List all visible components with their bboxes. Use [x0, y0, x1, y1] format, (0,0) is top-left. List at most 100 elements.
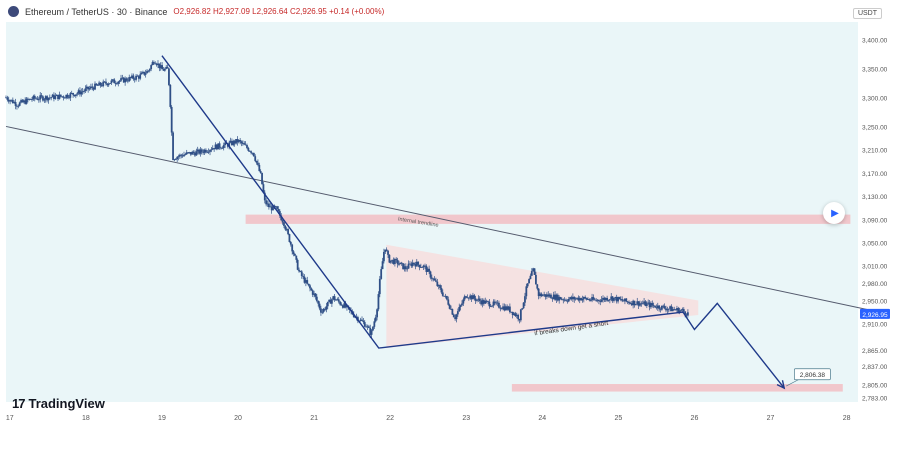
candle-body	[447, 299, 450, 305]
candle-body	[372, 326, 374, 331]
candle-body	[676, 308, 678, 311]
candle-body	[430, 277, 433, 279]
candle-body	[573, 296, 576, 300]
candle-body	[237, 140, 240, 143]
candle-body	[687, 312, 689, 316]
currency-label[interactable]: USDT	[852, 8, 882, 19]
candle-body	[339, 301, 342, 305]
candle-body	[366, 326, 369, 328]
candle-body	[278, 211, 281, 216]
target-label-box	[794, 368, 831, 381]
candle-body	[469, 295, 472, 299]
candle-body	[632, 300, 635, 306]
candle-body	[155, 63, 158, 66]
candle-body	[240, 141, 243, 144]
candle-body	[222, 145, 225, 149]
y-tick-label: 3,170.00	[862, 171, 888, 178]
candle-body	[198, 149, 200, 154]
candle-body	[287, 229, 289, 235]
candle-body	[113, 79, 116, 84]
tradingview-mark-icon: 17	[12, 396, 26, 411]
candle-body	[539, 293, 541, 297]
candle-body	[680, 310, 682, 311]
candle-body	[624, 298, 626, 302]
candle-body	[68, 97, 70, 99]
candle-body	[321, 311, 324, 313]
candle-body	[255, 160, 258, 163]
candle-body	[178, 154, 181, 157]
candle-body	[563, 299, 566, 301]
candle-body	[70, 93, 73, 94]
candle-body	[325, 306, 328, 310]
candle-body	[380, 269, 383, 279]
y-tick-label: 2,805.00	[862, 383, 888, 390]
candle-body	[159, 65, 162, 69]
candle-body	[604, 297, 607, 301]
candle-body	[228, 142, 231, 147]
candle-body	[77, 90, 80, 94]
candle-body	[148, 69, 151, 71]
y-tick-label: 3,400.00	[862, 37, 888, 44]
candle-body	[425, 265, 428, 272]
candle-body	[241, 143, 244, 144]
candle-body	[673, 309, 676, 310]
candle-body	[13, 102, 16, 104]
candle-body	[89, 86, 92, 89]
candle-body	[455, 314, 458, 320]
candle-body	[324, 308, 326, 310]
candle-body	[602, 297, 604, 300]
candle-body	[422, 265, 425, 268]
candle-body	[569, 297, 572, 300]
candle-body	[262, 184, 265, 193]
candle-body	[32, 95, 35, 100]
plot-background	[6, 22, 858, 402]
candle-body	[232, 140, 235, 145]
candle-body	[47, 97, 50, 101]
candle-body	[276, 206, 279, 209]
candle-body	[117, 81, 120, 84]
candle-body	[514, 313, 517, 317]
candle-body	[363, 322, 366, 327]
candle-body	[500, 308, 503, 310]
candle-body	[340, 304, 343, 306]
candle-body	[210, 149, 213, 151]
x-tick-label: 23	[462, 415, 470, 422]
candle-body	[244, 144, 247, 146]
candle-body	[233, 140, 236, 144]
candle-body	[17, 105, 20, 107]
candle-body	[183, 154, 185, 157]
candle-body	[294, 254, 296, 256]
candle-body	[399, 262, 402, 265]
candle-body	[628, 301, 630, 304]
candle-body	[263, 192, 266, 201]
candle-body	[503, 306, 506, 311]
candle-body	[122, 77, 125, 83]
y-tick-label: 2,783.00	[862, 395, 888, 402]
candle-body	[565, 299, 567, 301]
candle-body	[328, 299, 331, 302]
x-tick-label: 22	[386, 415, 394, 422]
candle-body	[407, 263, 410, 269]
candle-body	[285, 229, 288, 230]
projection-arrow	[161, 55, 785, 389]
candle-body	[567, 299, 570, 302]
candle-body	[184, 154, 187, 156]
candle-body	[129, 77, 132, 78]
candle-body	[506, 306, 509, 310]
candle-body	[22, 100, 25, 103]
candle-body	[413, 262, 415, 264]
candle-body	[435, 280, 437, 282]
candle-body	[99, 82, 102, 86]
candle-body	[269, 206, 272, 208]
x-tick-label: 18	[82, 415, 90, 422]
candle-body	[44, 96, 47, 100]
play-button[interactable]: ▶	[823, 202, 845, 224]
candle-body	[599, 301, 602, 302]
candle-body	[310, 288, 313, 291]
candle-body	[414, 263, 417, 267]
y-tick-label: 2,950.00	[862, 298, 888, 305]
symbol-label[interactable]: Ethereum / TetherUS · 30 · Binance	[25, 6, 168, 17]
candle-body	[221, 148, 224, 149]
